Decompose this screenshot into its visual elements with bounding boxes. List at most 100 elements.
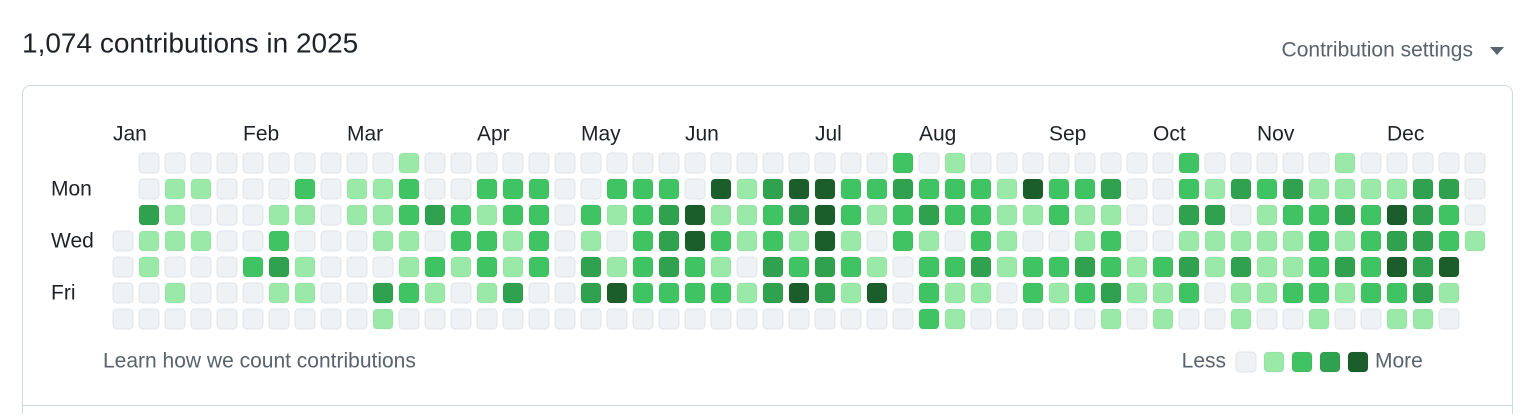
day-cell: [918, 204, 940, 226]
graph-box: [22, 85, 1513, 419]
day-cell: [502, 204, 524, 226]
day-cell: [1100, 230, 1122, 252]
day-cell: [814, 152, 836, 174]
day-cell: [1263, 351, 1285, 373]
day-cell: [346, 282, 368, 304]
day-cell: [736, 204, 758, 226]
day-cell: [1074, 308, 1096, 330]
day-cell: [866, 282, 888, 304]
day-cell: [320, 230, 342, 252]
day-cell: [242, 282, 264, 304]
day-cell: [580, 204, 602, 226]
day-cell: [372, 204, 394, 226]
dropdown-caret[interactable]: [1490, 47, 1504, 55]
day-cell: [242, 152, 264, 174]
day-cell: [1291, 351, 1313, 373]
day-cell: [1022, 230, 1044, 252]
day-cell: [294, 230, 316, 252]
day-cell: [1126, 282, 1148, 304]
day-cell: [1126, 230, 1148, 252]
day-cell: [996, 230, 1018, 252]
day-cell: [554, 152, 576, 174]
day-cell: [268, 204, 290, 226]
day-cell: [320, 256, 342, 278]
day-cell: [242, 256, 264, 278]
day-cell: [1282, 230, 1304, 252]
day-cell: [684, 256, 706, 278]
day-cell: [216, 256, 238, 278]
day-cell: [450, 256, 472, 278]
day-cell: [762, 282, 784, 304]
day-cell: [1235, 351, 1257, 373]
day-cell: [1386, 204, 1408, 226]
day-cell: [1438, 178, 1460, 200]
day-cell: [866, 308, 888, 330]
day-cell: [814, 204, 836, 226]
day-cell: [320, 308, 342, 330]
day-cell: [1074, 256, 1096, 278]
day-cell: [1360, 178, 1382, 200]
day-cell: [1022, 256, 1044, 278]
day-cell: [658, 178, 680, 200]
day-cell: [840, 178, 862, 200]
day-cell: [632, 230, 654, 252]
day-cell: [502, 230, 524, 252]
day-cell: [476, 178, 498, 200]
day-cell: [476, 152, 498, 174]
day-cell: [1230, 152, 1252, 174]
day-cell: [1334, 178, 1356, 200]
day-cell: [970, 152, 992, 174]
day-cell: [1256, 256, 1278, 278]
day-cell: [450, 204, 472, 226]
day-cell: [944, 204, 966, 226]
day-cell: [112, 308, 134, 330]
day-cell: [840, 282, 862, 304]
day-cell: [866, 230, 888, 252]
day-cell: [944, 282, 966, 304]
learn-link[interactable]: Learn how we count contributions: [103, 350, 416, 373]
month-label: Apr: [477, 123, 510, 146]
day-cell: [944, 152, 966, 174]
day-cell: [710, 308, 732, 330]
day-cell: [164, 152, 186, 174]
settings-button[interactable]: Contribution settings: [1282, 39, 1473, 62]
day-cell: [1048, 178, 1070, 200]
day-cell: [216, 204, 238, 226]
day-cell: [1334, 230, 1356, 252]
day-cell: [710, 230, 732, 252]
day-label: Fri: [51, 282, 76, 305]
day-cell: [762, 178, 784, 200]
day-cell: [1360, 204, 1382, 226]
day-cell: [346, 204, 368, 226]
day-cell: [372, 282, 394, 304]
day-cell: [294, 308, 316, 330]
day-cell: [450, 178, 472, 200]
title: 1,074 contributions in 2025: [22, 27, 358, 58]
day-cell: [294, 152, 316, 174]
day-cell: [1308, 178, 1330, 200]
day-cell: [268, 282, 290, 304]
day-cell: [138, 256, 160, 278]
day-cell: [164, 230, 186, 252]
day-cell: [1152, 308, 1174, 330]
day-cell: [710, 282, 732, 304]
day-cell: [1438, 204, 1460, 226]
day-cell: [554, 256, 576, 278]
day-cell: [164, 256, 186, 278]
month-label: Oct: [1153, 123, 1186, 146]
day-cell: [762, 256, 784, 278]
day-cell: [216, 152, 238, 174]
day-cell: [606, 256, 628, 278]
day-cell: [1152, 256, 1174, 278]
day-cell: [944, 178, 966, 200]
day-cell: [1100, 152, 1122, 174]
day-cell: [814, 282, 836, 304]
day-cell: [320, 204, 342, 226]
day-cell: [684, 178, 706, 200]
day-cell: [268, 152, 290, 174]
day-cell: [1256, 152, 1278, 174]
day-cell: [918, 178, 940, 200]
day-cell: [840, 152, 862, 174]
day-cell: [788, 256, 810, 278]
